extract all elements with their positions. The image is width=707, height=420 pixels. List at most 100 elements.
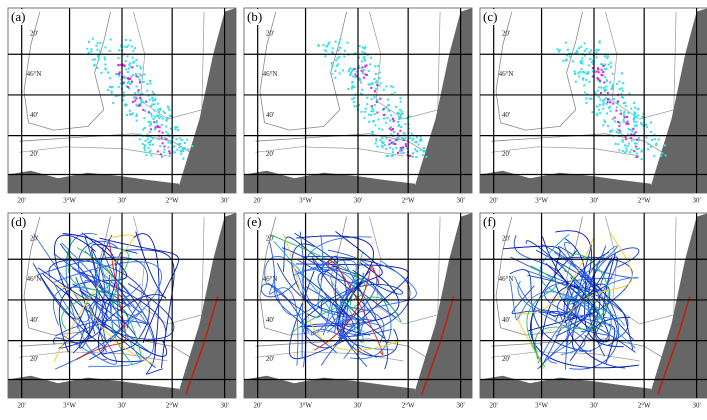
particle bbox=[608, 98, 611, 101]
particle bbox=[627, 112, 630, 115]
particle bbox=[633, 101, 636, 104]
particle bbox=[596, 112, 599, 115]
particle bbox=[381, 142, 384, 145]
trajectory bbox=[32, 263, 105, 361]
particle bbox=[361, 50, 364, 53]
particle bbox=[598, 79, 601, 82]
particle bbox=[116, 72, 119, 75]
particle bbox=[128, 80, 131, 83]
particle bbox=[173, 145, 176, 148]
particle bbox=[374, 81, 377, 84]
particle bbox=[626, 121, 629, 124]
particle bbox=[376, 145, 379, 148]
particle bbox=[578, 47, 581, 50]
particle bbox=[634, 145, 637, 148]
map-panel: (c) 20' 46°N 40' 20' 20' 3°W 30' 2°W 30' bbox=[479, 7, 707, 205]
particle bbox=[590, 49, 593, 52]
particle bbox=[325, 50, 328, 53]
particle bbox=[377, 118, 380, 121]
particle bbox=[632, 118, 635, 121]
particle bbox=[389, 114, 392, 117]
particle bbox=[575, 49, 578, 52]
particle bbox=[122, 76, 125, 79]
particle bbox=[135, 103, 138, 106]
particle bbox=[387, 154, 390, 157]
particle bbox=[119, 82, 122, 85]
particle bbox=[597, 79, 600, 82]
particle bbox=[97, 56, 100, 59]
particle bbox=[390, 128, 393, 131]
particle bbox=[117, 57, 120, 60]
particle bbox=[392, 131, 395, 134]
particle bbox=[153, 109, 156, 112]
x-tick-label: 30' bbox=[220, 197, 228, 205]
particle bbox=[415, 156, 418, 159]
particle bbox=[149, 79, 152, 82]
particle bbox=[595, 105, 598, 108]
particle bbox=[322, 44, 325, 47]
particle bbox=[159, 153, 162, 156]
particle bbox=[632, 133, 635, 136]
particle bbox=[334, 40, 337, 43]
particle bbox=[566, 48, 569, 51]
particle bbox=[149, 135, 152, 138]
particle bbox=[620, 93, 623, 96]
particle bbox=[122, 63, 125, 66]
particle bbox=[609, 105, 612, 108]
particle bbox=[580, 60, 583, 63]
particle bbox=[118, 74, 121, 77]
particle bbox=[150, 115, 153, 118]
particle bbox=[144, 109, 147, 112]
x-tick-label: 20' bbox=[254, 197, 262, 205]
y-tick-label: 20' bbox=[502, 355, 510, 363]
particle bbox=[378, 77, 381, 80]
particle bbox=[110, 90, 113, 93]
particle bbox=[604, 97, 607, 100]
particle bbox=[634, 131, 637, 134]
particle bbox=[400, 125, 403, 128]
particle bbox=[376, 83, 379, 86]
particle bbox=[338, 42, 341, 45]
particle bbox=[633, 150, 636, 153]
trajectory bbox=[33, 233, 117, 365]
particle bbox=[180, 138, 183, 141]
particle bbox=[95, 44, 98, 47]
particle bbox=[626, 120, 629, 123]
particle bbox=[87, 51, 90, 54]
particle bbox=[637, 147, 640, 150]
particle bbox=[414, 141, 417, 144]
particle bbox=[160, 136, 163, 139]
particle bbox=[408, 137, 411, 140]
particle bbox=[104, 63, 107, 66]
particle bbox=[129, 83, 132, 86]
x-tick-label: 3°W bbox=[63, 402, 76, 410]
particle bbox=[147, 147, 150, 150]
x-tick-label: 30' bbox=[590, 197, 598, 205]
contour bbox=[491, 133, 663, 153]
particle bbox=[412, 137, 415, 140]
particle bbox=[615, 131, 618, 134]
x-tick-label: 2°W bbox=[166, 402, 179, 410]
particle bbox=[86, 47, 89, 50]
particle bbox=[588, 51, 591, 54]
particle bbox=[625, 149, 628, 152]
particle bbox=[564, 59, 567, 62]
particle bbox=[138, 104, 141, 107]
particle bbox=[410, 132, 413, 135]
particle bbox=[398, 124, 401, 127]
y-tick-label: 20' bbox=[266, 30, 274, 38]
particle bbox=[133, 96, 136, 99]
particle bbox=[622, 114, 625, 117]
particle bbox=[159, 107, 162, 110]
trajectory bbox=[293, 259, 394, 351]
particle bbox=[618, 149, 621, 152]
particle bbox=[364, 107, 367, 110]
particle bbox=[124, 38, 127, 41]
particle bbox=[357, 64, 360, 67]
particle bbox=[581, 57, 584, 60]
particle bbox=[397, 136, 400, 139]
particle bbox=[338, 55, 341, 58]
particle bbox=[386, 116, 389, 119]
particle bbox=[351, 68, 354, 71]
particle bbox=[357, 78, 360, 81]
